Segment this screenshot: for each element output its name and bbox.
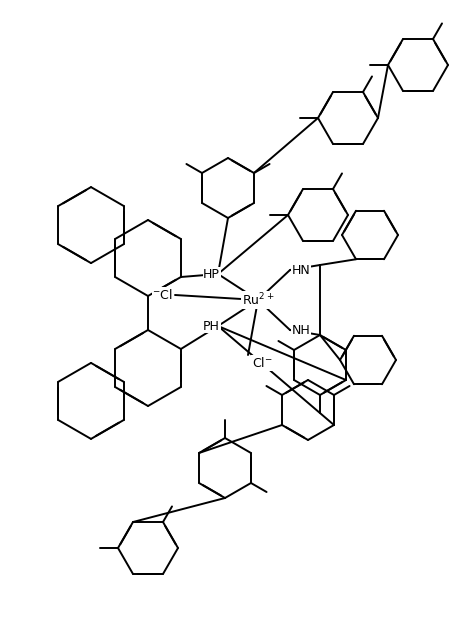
Text: HN: HN (292, 264, 311, 277)
Text: NH: NH (292, 324, 311, 337)
Text: Cl$^{-}$: Cl$^{-}$ (252, 356, 273, 370)
Text: HP: HP (203, 267, 220, 280)
Text: $^{-}$Cl: $^{-}$Cl (152, 288, 173, 302)
Text: PH: PH (203, 319, 220, 332)
Text: Ru$^{2+}$: Ru$^{2+}$ (242, 292, 274, 308)
